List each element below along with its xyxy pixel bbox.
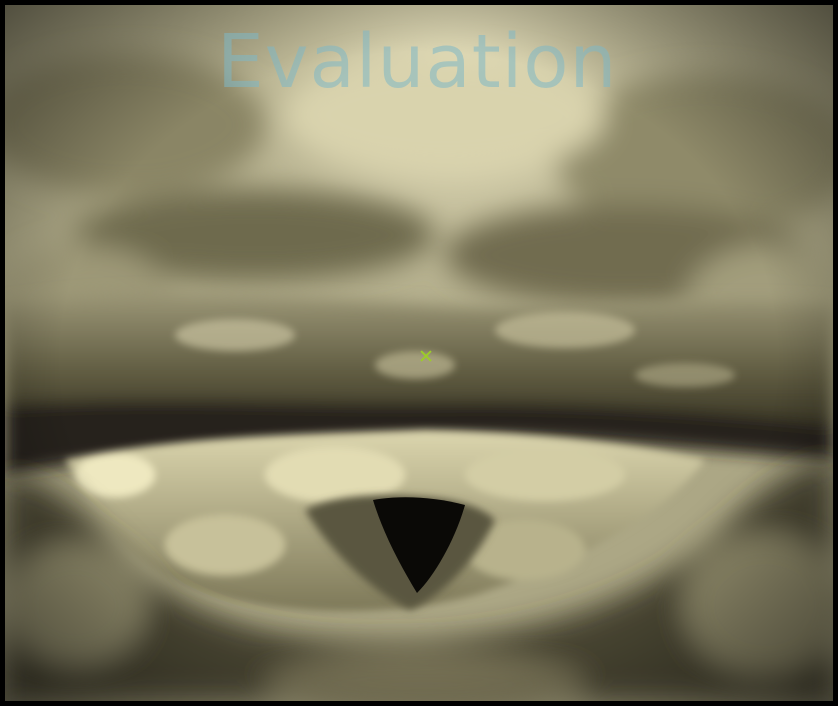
cross-marker-icon[interactable]	[419, 349, 433, 363]
evaluation-watermark: Evaluation	[217, 19, 618, 105]
3d-render-viewport[interactable]: Evaluation	[5, 5, 833, 701]
